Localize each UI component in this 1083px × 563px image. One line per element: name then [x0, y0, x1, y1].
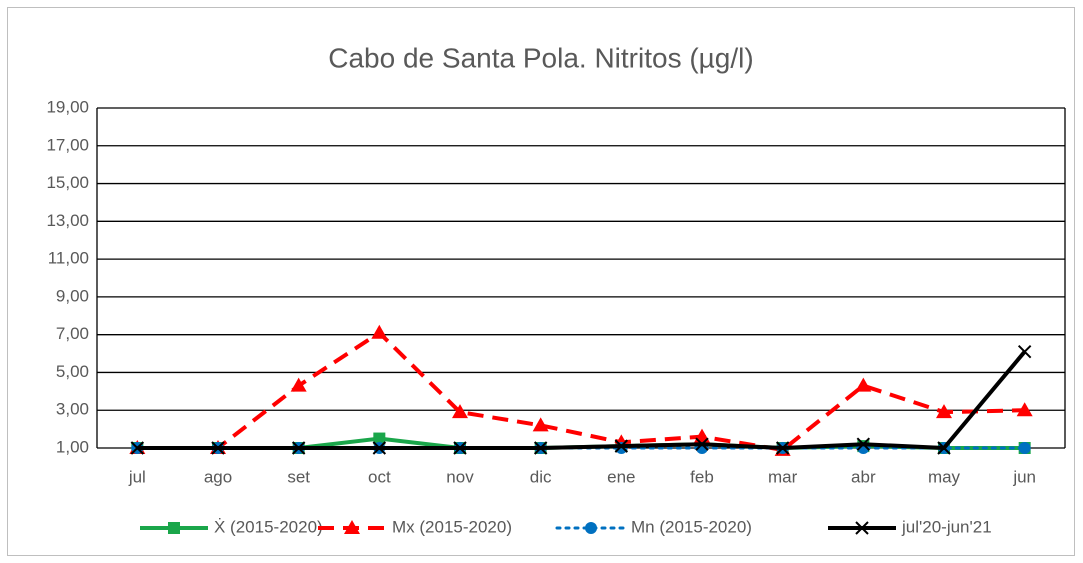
y-tick-label: 15,00 [46, 173, 89, 192]
legend-label: jul'20-jun'21 [901, 517, 992, 536]
y-tick-label: 9,00 [56, 286, 89, 305]
legend-marker [585, 522, 597, 534]
x-tick-label: nov [446, 467, 474, 486]
point-marker [130, 441, 145, 455]
legend-label: Mx (2015-2020) [392, 517, 512, 536]
point-marker [1017, 344, 1032, 359]
point-marker [453, 441, 467, 455]
x-tick-label: dic [530, 467, 552, 486]
x-tick-label: mar [768, 467, 798, 486]
chart-border [7, 7, 1075, 556]
y-tick-label: 19,00 [46, 97, 89, 116]
series-line [137, 330, 1025, 452]
legend-marker [168, 522, 180, 534]
y-tick-label: 17,00 [46, 135, 89, 154]
y-tick-label: 7,00 [56, 324, 89, 343]
point-marker [937, 441, 951, 455]
y-tick-label: 3,00 [56, 400, 89, 419]
x-tick-label: ago [204, 467, 232, 486]
point-marker [856, 437, 871, 451]
chart-title: Cabo de Santa Pola. Nitritos (µg/l) [328, 42, 753, 73]
x-tick-label: set [287, 467, 310, 486]
legend-label: Mn (2015-2020) [631, 517, 752, 536]
y-tick-label: 5,00 [56, 362, 89, 381]
y-tick-label: 11,00 [48, 249, 89, 268]
y-tick-label: 13,00 [46, 211, 89, 230]
point-marker [695, 437, 709, 451]
x-tick-label: jun [1012, 467, 1036, 486]
point-marker [936, 404, 952, 419]
point-marker [373, 432, 386, 445]
y-tick-label: 1,00 [56, 437, 89, 456]
point-marker [290, 377, 307, 392]
point-marker [291, 441, 306, 455]
legend-marker [344, 520, 360, 534]
point-marker [532, 417, 549, 432]
point-marker [211, 441, 225, 455]
point-marker [1018, 442, 1031, 454]
legend-marker [855, 521, 869, 535]
point-marker [775, 441, 790, 455]
x-tick-label: oct [368, 467, 391, 486]
point-marker [855, 377, 872, 392]
x-tick-label: may [928, 467, 961, 486]
x-tick-label: abr [851, 467, 876, 486]
x-tick-label: feb [690, 467, 714, 486]
x-tick-label: jul [128, 467, 146, 486]
point-marker [372, 441, 387, 455]
x-tick-label: ene [607, 467, 635, 486]
legend-label: Ẋ (2015-2020) [214, 517, 323, 536]
point-marker [371, 324, 388, 339]
series-line [137, 350, 1027, 450]
point-marker [533, 441, 548, 455]
point-marker [1016, 402, 1033, 417]
point-marker [614, 439, 629, 453]
point-marker [452, 404, 468, 419]
